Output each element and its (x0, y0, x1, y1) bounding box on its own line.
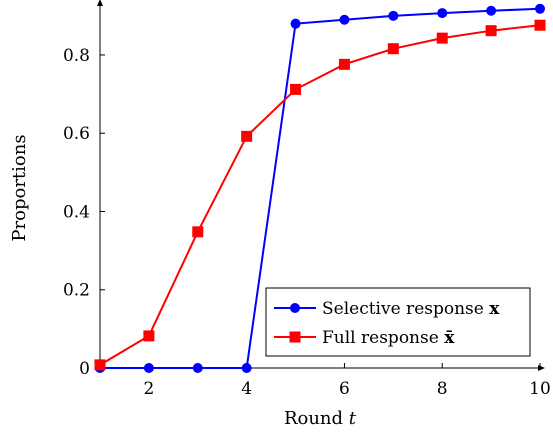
y-axis-arrow-icon (97, 0, 103, 6)
legend-label-text: Selective response (322, 299, 489, 319)
legend-marker (290, 303, 300, 313)
data-point (94, 359, 106, 371)
data-point (192, 226, 204, 238)
y-axis-label: Proportions (9, 134, 30, 241)
data-point (388, 10, 399, 21)
legend-label-math: x̄ (444, 328, 455, 348)
x-tick-label: 8 (437, 379, 448, 399)
data-point (290, 83, 302, 95)
y-tick-label: 0 (79, 359, 90, 379)
data-point (436, 32, 448, 44)
series-line (100, 7, 541, 369)
series-line (99, 24, 541, 366)
y-tick-label: 0.4 (63, 202, 90, 222)
legend-entry-1: Selective response x (274, 299, 500, 319)
data-point (338, 58, 350, 70)
x-tick-label: 10 (529, 379, 551, 399)
data-point (143, 330, 155, 342)
axes: 2 4 6 8 10 0 0.2 0.4 0.6 0.8 (63, 0, 551, 399)
data-point (339, 14, 350, 25)
x-axis-arrow-icon (538, 365, 545, 371)
x-tick-label: 4 (241, 379, 252, 399)
x-axis-label-text: Round (284, 408, 343, 429)
data-point (387, 43, 399, 55)
series-1 (95, 3, 545, 373)
x-tick-label: 6 (339, 379, 350, 399)
y-tick-label: 0.2 (63, 281, 90, 301)
series-layer (94, 3, 546, 373)
x-tick-label: 2 (143, 379, 154, 399)
data-point (486, 5, 497, 16)
data-point (534, 19, 546, 31)
data-point (241, 363, 252, 373)
x-axis-label: Round t (284, 408, 357, 429)
legend-box (265, 287, 531, 357)
legend-label: Full response x̄ (322, 328, 455, 348)
y-tick-label: 0.6 (63, 124, 90, 144)
legend-entry-2: Full response x̄ (274, 328, 455, 348)
data-point (241, 130, 253, 142)
data-point (192, 363, 203, 373)
y-tick-label: 0.8 (63, 46, 90, 66)
data-point (535, 3, 545, 14)
legend-label-math: x (489, 299, 500, 319)
data-point (485, 25, 497, 37)
legend-label: Selective response x (322, 299, 500, 319)
series-2 (94, 19, 546, 371)
data-point (143, 363, 154, 373)
legend-marker (289, 331, 301, 343)
legend-label-text: Full response (322, 328, 444, 348)
legend: Selective response x Full response x̄ (265, 287, 531, 357)
data-point (437, 8, 448, 19)
data-point (290, 18, 301, 29)
x-axis-label-variable: t (349, 408, 357, 429)
